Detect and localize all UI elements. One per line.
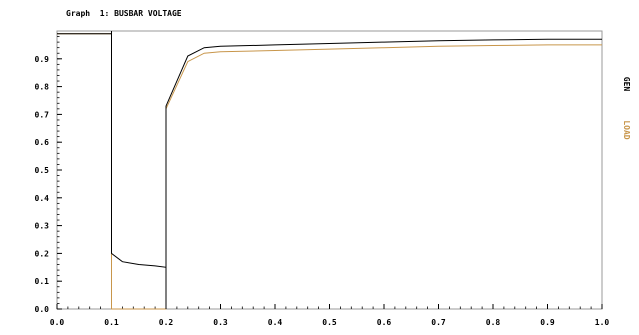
- series-lines: [57, 31, 602, 310]
- x-tick-label: 0.3: [213, 318, 228, 327]
- plot-area: [56, 30, 603, 310]
- y-tick-label: 0.0: [35, 305, 50, 314]
- series-line-load: [57, 33, 602, 310]
- chart-title: Graph 1: BUSBAR VOLTAGE: [66, 9, 182, 18]
- y-tick-label: 0.6: [35, 138, 50, 147]
- series-line-gen: [57, 31, 602, 309]
- y-tick-label: 0.7: [35, 110, 50, 119]
- x-tick-label: 0.0: [50, 318, 65, 327]
- x-axis-ticks: 0.0 0.1 0.2 0.3 0.4 0.5 0.6 0.7 0.8 0.9 1.0: [50, 304, 610, 327]
- x-tick-label: 0.1: [104, 318, 119, 327]
- x-tick-label: 0.8: [486, 318, 501, 327]
- x-tick-label: 0.2: [159, 318, 174, 327]
- y-tick-label: 0.3: [35, 222, 50, 231]
- x-tick-label: 0.6: [377, 318, 392, 327]
- legend: GEN LOAD: [622, 77, 631, 140]
- x-tick-label: 0.9: [540, 318, 555, 327]
- legend-label-gen: GEN: [622, 77, 631, 92]
- y-tick-label: 0.8: [35, 83, 50, 92]
- legend-label-load: LOAD: [622, 120, 631, 139]
- x-tick-label: 0.4: [268, 318, 283, 327]
- y-tick-label: 0.1: [35, 277, 50, 286]
- x-tick-label: 0.5: [322, 318, 337, 327]
- y-tick-label: 0.9: [35, 55, 50, 64]
- x-tick-label: 1.0: [595, 318, 610, 327]
- y-axis-ticks: 0.0 0.1 0.2 0.3 0.4 0.5 0.6 0.7 0.8 0.9: [35, 36, 62, 314]
- y-tick-label: 0.5: [35, 166, 50, 175]
- y-tick-label: 0.4: [35, 194, 50, 203]
- y-tick-label: 0.2: [35, 249, 50, 258]
- x-tick-label: 0.7: [431, 318, 446, 327]
